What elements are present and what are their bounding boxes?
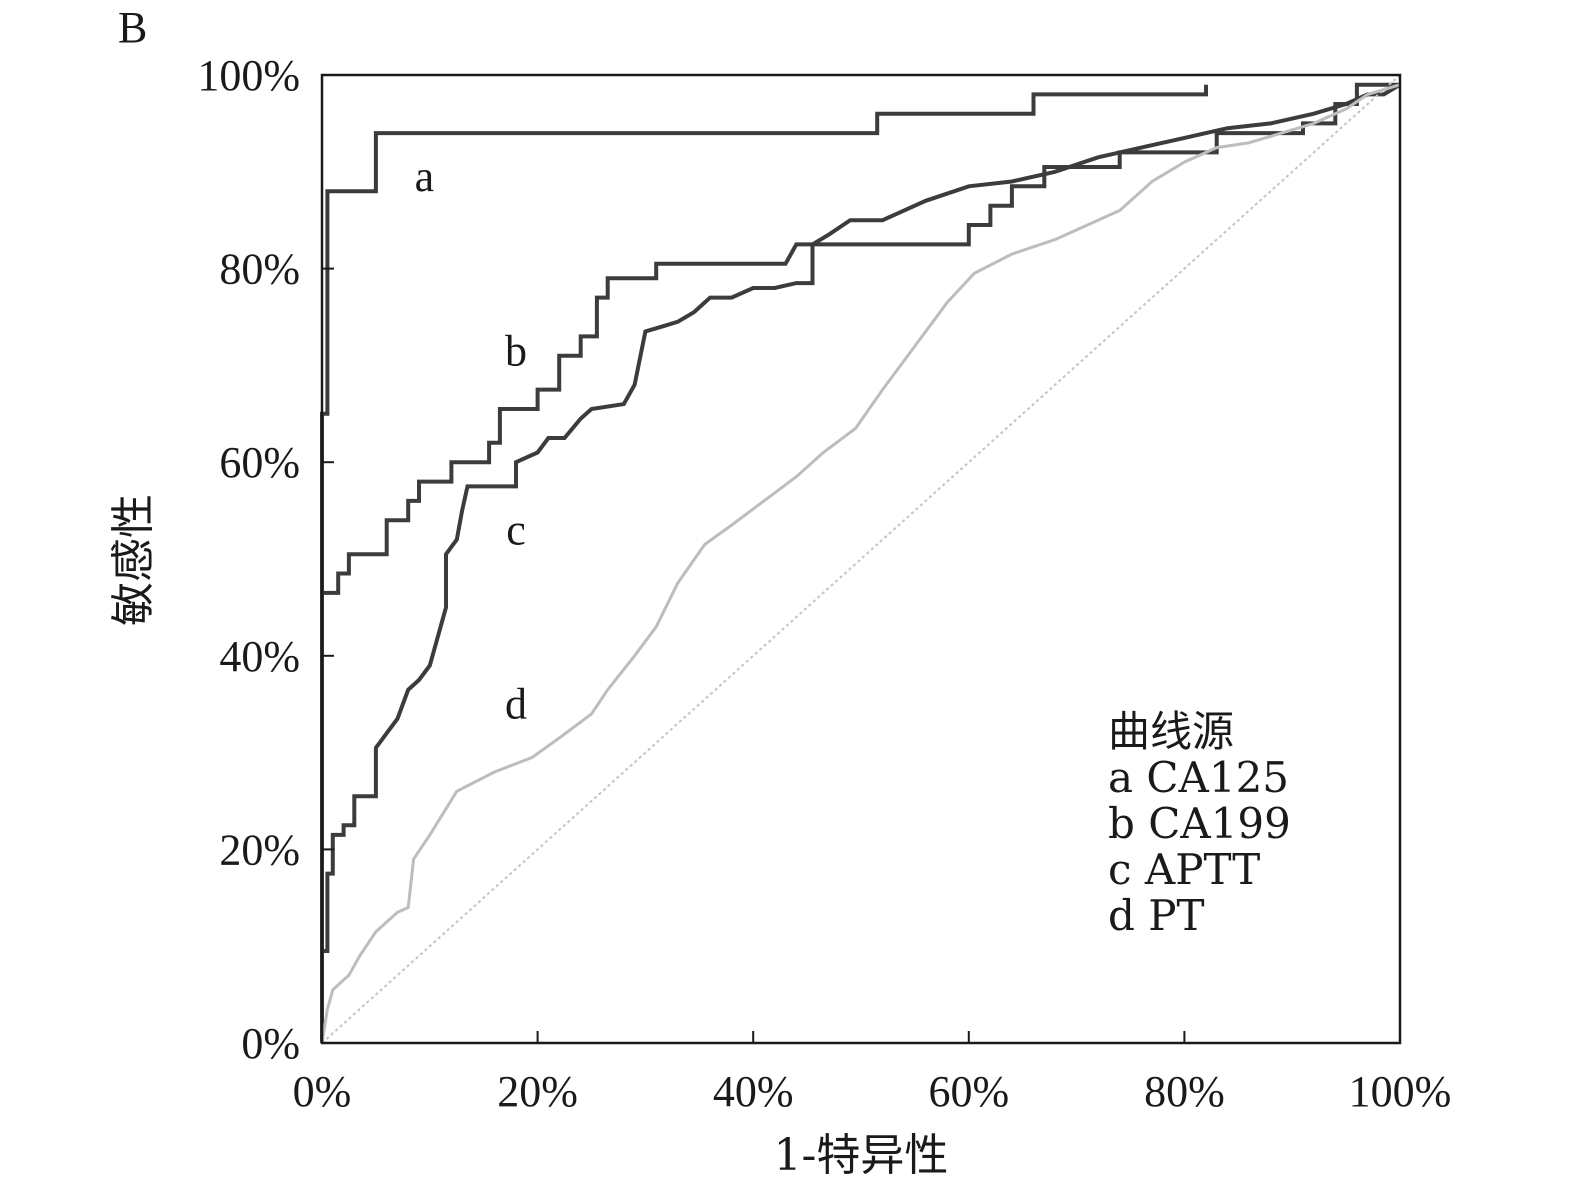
- x-tick-label: 40%: [713, 1067, 794, 1116]
- y-tick-label: 0%: [241, 1019, 300, 1068]
- legend-entry-c: c APTT: [1108, 845, 1260, 894]
- plot-frame: [320, 73, 1402, 1045]
- y-tick-label: 40%: [219, 632, 300, 681]
- y-axis-title: 敏感性: [108, 494, 159, 626]
- series-c-line: [322, 82, 1402, 953]
- x-tick-label: 60%: [928, 1067, 1009, 1116]
- y-tick-label: 60%: [219, 438, 300, 487]
- legend-entry-b: b CA199: [1108, 799, 1291, 848]
- reference-diagonal-line: [321, 74, 1401, 1044]
- series-b-line: [322, 82, 1400, 595]
- legend: 曲线源 a CA125 b CA199 c APTT d PT: [1108, 707, 1291, 940]
- series-d-line: [320, 83, 1401, 1044]
- y-tick-label: 100%: [197, 51, 300, 100]
- x-tick-label: 20%: [497, 1067, 578, 1116]
- curve-label-d: d: [505, 680, 527, 729]
- curve-label-b: b: [505, 326, 527, 375]
- x-axis: 0% 20% 40% 60% 80% 100%: [293, 1031, 1452, 1116]
- y-tick-label: 20%: [219, 825, 300, 874]
- legend-entry-d: d PT: [1108, 891, 1205, 940]
- legend-title: 曲线源: [1108, 707, 1234, 756]
- x-tick-label: 0%: [293, 1067, 352, 1116]
- y-tick-label: 80%: [219, 245, 300, 294]
- curve-labels: a b c d: [415, 152, 527, 729]
- x-tick-label: 80%: [1144, 1067, 1225, 1116]
- x-axis-title: 1-特异性: [774, 1130, 949, 1181]
- curve-label-c: c: [506, 505, 526, 554]
- panel-label: B: [118, 3, 147, 52]
- curve-label-a: a: [415, 152, 435, 201]
- plot-area: [320, 74, 1402, 1044]
- y-axis: 0% 20% 40% 60% 80% 100%: [197, 51, 334, 1068]
- x-tick-label: 100%: [1349, 1067, 1452, 1116]
- legend-entry-a: a CA125: [1108, 753, 1289, 802]
- series-a-line: [320, 84, 1208, 1043]
